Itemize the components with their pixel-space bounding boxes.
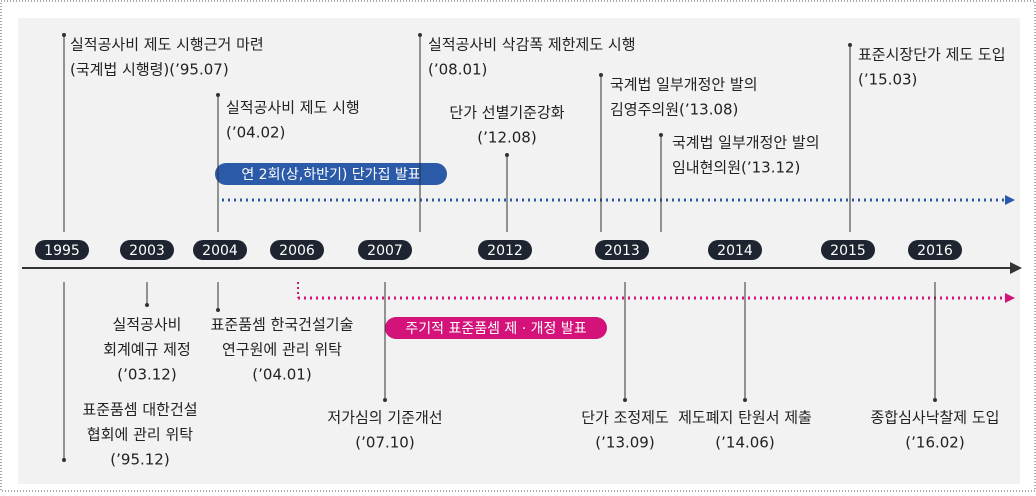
event-text: 제도폐지 탄원서 제출 <box>678 409 812 427</box>
year-pill <box>821 240 875 260</box>
year-label: 2006 <box>279 243 315 259</box>
year-pill <box>478 240 532 260</box>
year-label: 2003 <box>129 243 165 259</box>
connector-dot <box>216 308 220 312</box>
event-text: 표준시장단가 제도 도입 <box>858 46 1006 64</box>
event-text: 김영주의원(’13.08) <box>610 101 738 119</box>
event-text: (’14.06) <box>715 434 774 452</box>
connector-dot <box>145 303 149 307</box>
event-text: 실적공사비 삭감폭 제한제도 시행 <box>428 36 636 54</box>
event-text: (’16.02) <box>905 434 964 452</box>
year-label: 2015 <box>830 243 866 259</box>
pink-arrow <box>1005 293 1015 303</box>
event-text: (’04.01) <box>252 366 311 384</box>
event-text: 협회에 관리 위탁 <box>87 426 193 444</box>
event-text: 회계예규 제정 <box>103 341 191 359</box>
year-label: 2014 <box>717 243 753 259</box>
connector-dot <box>62 458 66 462</box>
connector-dot <box>743 398 747 402</box>
year-label: 2007 <box>367 243 403 259</box>
event-text: (’95.12) <box>110 451 169 469</box>
connector-dot <box>62 33 66 37</box>
event-text: 실적공사비 제도 시행근거 마련 <box>70 36 264 54</box>
event-text: (’08.01) <box>428 61 487 79</box>
year-pill <box>358 240 412 260</box>
event-text: 종합심사낙찰제 도입 <box>871 409 1000 427</box>
event-text: 연구원에 관리 위탁 <box>222 341 342 359</box>
event-text: 국계법 일부개정안 발의 <box>610 76 758 94</box>
event-text: (’04.02) <box>226 124 285 142</box>
connector-dot <box>659 133 663 137</box>
event-text: (’07.10) <box>355 434 414 452</box>
banner-text: 연 2회(상,하반기) 단가집 발표 <box>241 167 420 183</box>
event-text: 실적공사비 <box>112 316 181 334</box>
event-text: 저가심의 기준개선 <box>327 409 442 427</box>
year-pill <box>708 240 762 260</box>
year-pill <box>120 240 174 260</box>
event-text: 단가 조정제도 <box>581 409 669 427</box>
connector-dot <box>418 33 422 37</box>
event-text: 표준품셈 한국건설기술 <box>211 316 354 334</box>
year-pill <box>270 240 324 260</box>
event-text: (’15.03) <box>858 71 917 89</box>
connector-dot <box>933 398 937 402</box>
event-text: 실적공사비 제도 시행 <box>226 99 360 117</box>
event-text: 표준품셈 대한건설 <box>82 401 197 419</box>
event-text: (’13.09) <box>595 434 654 452</box>
event-text: (’12.08) <box>477 129 536 147</box>
banner <box>385 317 607 339</box>
year-label: 2012 <box>487 243 523 259</box>
year-label: 2013 <box>604 243 640 259</box>
year-pill <box>908 240 962 260</box>
axis-arrow <box>1010 262 1022 274</box>
banner <box>215 163 447 185</box>
connector-dot <box>623 398 627 402</box>
year-pill <box>193 240 247 260</box>
connector-dot <box>383 398 387 402</box>
blue-arrow <box>1005 195 1015 205</box>
connector-dot <box>216 93 220 97</box>
event-text: 임내현의원(’13.12) <box>672 159 800 177</box>
event-text: (’03.12) <box>117 366 176 384</box>
banner-text: 주기적 표준품셈 제 · 개정 발표 <box>405 321 586 337</box>
year-pill <box>595 240 649 260</box>
connector-dot <box>599 73 603 77</box>
event-text: 단가 선별기준강화 <box>449 104 564 122</box>
year-label: 1995 <box>44 243 80 259</box>
year-label: 2004 <box>202 243 238 259</box>
year-label: 2016 <box>917 243 953 259</box>
year-pill <box>35 240 89 260</box>
connector-dot <box>848 43 852 47</box>
connector-dot <box>505 153 509 157</box>
event-text: 국계법 일부개정안 발의 <box>672 134 820 152</box>
event-text: (국계법 시행령)(’95.07) <box>70 61 229 79</box>
